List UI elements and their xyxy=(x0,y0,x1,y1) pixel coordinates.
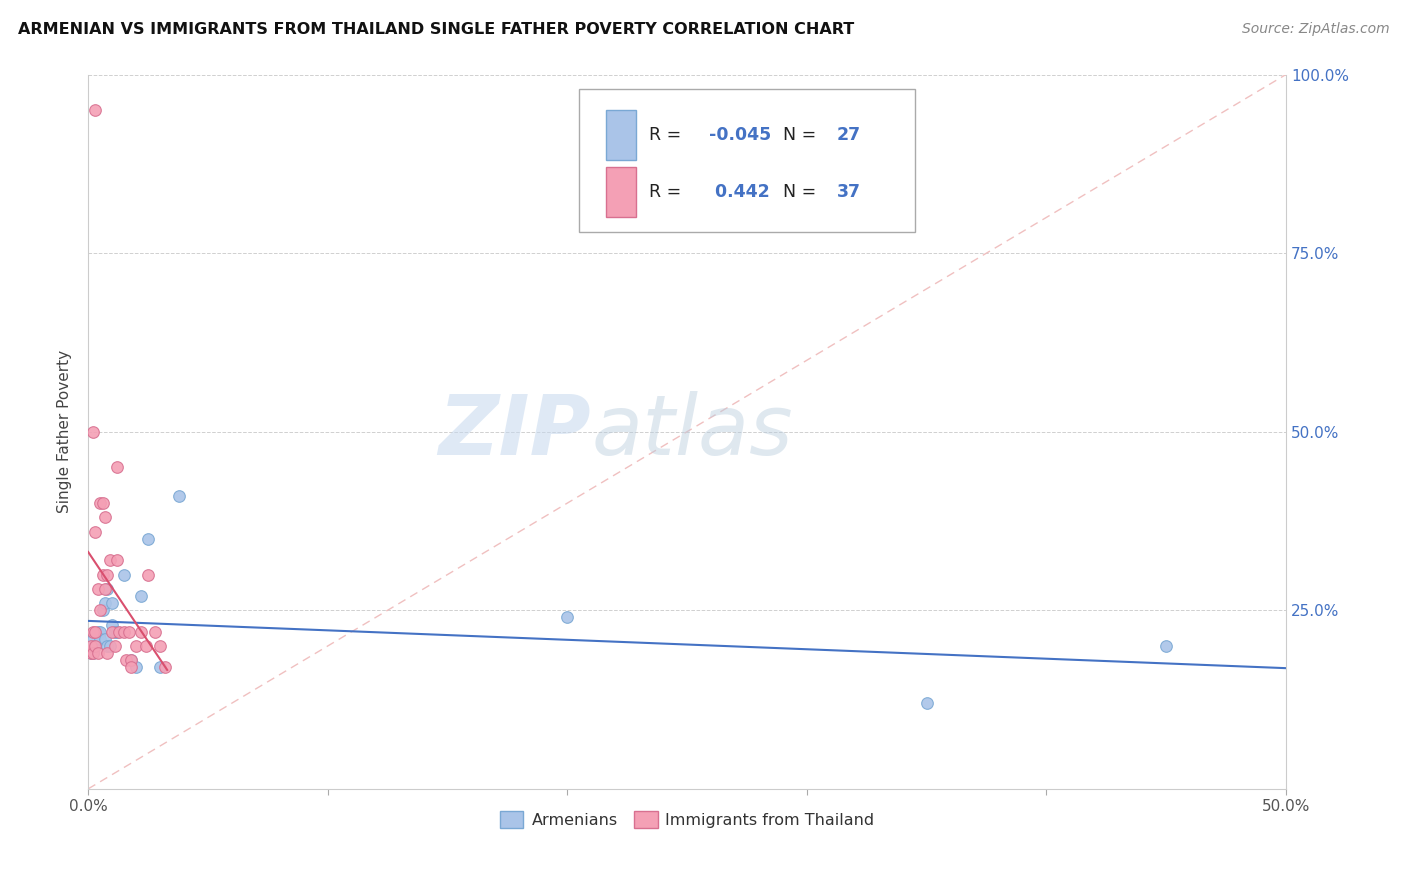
Point xyxy=(101,624,124,639)
Point xyxy=(136,567,159,582)
Point xyxy=(87,624,110,639)
Point xyxy=(103,639,125,653)
Point xyxy=(167,489,190,503)
Point xyxy=(143,624,166,639)
Point xyxy=(555,610,578,624)
Point xyxy=(915,696,938,710)
Point xyxy=(89,624,111,639)
Point xyxy=(94,632,117,646)
Point xyxy=(125,639,148,653)
Point xyxy=(105,553,128,567)
Point xyxy=(101,617,124,632)
Point xyxy=(94,596,117,610)
FancyBboxPatch shape xyxy=(579,89,915,232)
Point xyxy=(82,624,104,639)
Point xyxy=(120,660,142,674)
Point xyxy=(94,510,117,524)
Point xyxy=(84,639,107,653)
Point xyxy=(89,632,111,646)
Text: -0.045: -0.045 xyxy=(709,127,770,145)
Point xyxy=(82,646,104,660)
Text: Source: ZipAtlas.com: Source: ZipAtlas.com xyxy=(1241,22,1389,37)
Text: 27: 27 xyxy=(837,127,860,145)
Point xyxy=(129,589,152,603)
Point xyxy=(1154,639,1177,653)
Point xyxy=(105,460,128,475)
Point xyxy=(91,496,114,510)
Text: atlas: atlas xyxy=(592,392,793,472)
Point xyxy=(103,624,125,639)
Text: 37: 37 xyxy=(837,184,860,202)
Point xyxy=(118,624,141,639)
Point xyxy=(87,646,110,660)
Point xyxy=(84,103,107,118)
Point xyxy=(98,553,121,567)
Point xyxy=(108,624,131,639)
Point xyxy=(115,653,138,667)
Point xyxy=(112,624,135,639)
Text: N =: N = xyxy=(783,127,821,145)
Point xyxy=(82,646,104,660)
Point xyxy=(87,582,110,596)
Y-axis label: Single Father Poverty: Single Father Poverty xyxy=(58,351,72,513)
Point xyxy=(149,639,172,653)
Text: 0.442: 0.442 xyxy=(709,184,769,202)
Point xyxy=(112,567,135,582)
Point xyxy=(129,624,152,639)
Point xyxy=(79,646,101,660)
Point xyxy=(84,639,107,653)
Point xyxy=(89,496,111,510)
Point xyxy=(84,524,107,539)
Text: ARMENIAN VS IMMIGRANTS FROM THAILAND SINGLE FATHER POVERTY CORRELATION CHART: ARMENIAN VS IMMIGRANTS FROM THAILAND SIN… xyxy=(18,22,855,37)
FancyBboxPatch shape xyxy=(606,168,636,218)
Point xyxy=(120,653,142,667)
Legend: Armenians, Immigrants from Thailand: Armenians, Immigrants from Thailand xyxy=(494,805,882,834)
Point xyxy=(82,425,104,439)
Point xyxy=(91,603,114,617)
FancyBboxPatch shape xyxy=(606,111,636,161)
Point xyxy=(101,596,124,610)
Point xyxy=(125,660,148,674)
Point xyxy=(105,624,128,639)
Point xyxy=(96,567,118,582)
Point xyxy=(84,624,107,639)
Point xyxy=(79,646,101,660)
Point xyxy=(82,632,104,646)
Point xyxy=(96,639,118,653)
Point xyxy=(96,582,118,596)
Text: N =: N = xyxy=(783,184,821,202)
Point xyxy=(79,639,101,653)
Point xyxy=(149,660,172,674)
Point xyxy=(91,567,114,582)
Point xyxy=(153,660,176,674)
Point xyxy=(89,603,111,617)
Point xyxy=(98,639,121,653)
Point xyxy=(96,646,118,660)
Point xyxy=(94,582,117,596)
Text: ZIP: ZIP xyxy=(439,392,592,472)
Point xyxy=(135,639,157,653)
Text: R =: R = xyxy=(648,184,686,202)
Text: R =: R = xyxy=(648,127,686,145)
Point xyxy=(136,532,159,546)
Point xyxy=(120,653,142,667)
